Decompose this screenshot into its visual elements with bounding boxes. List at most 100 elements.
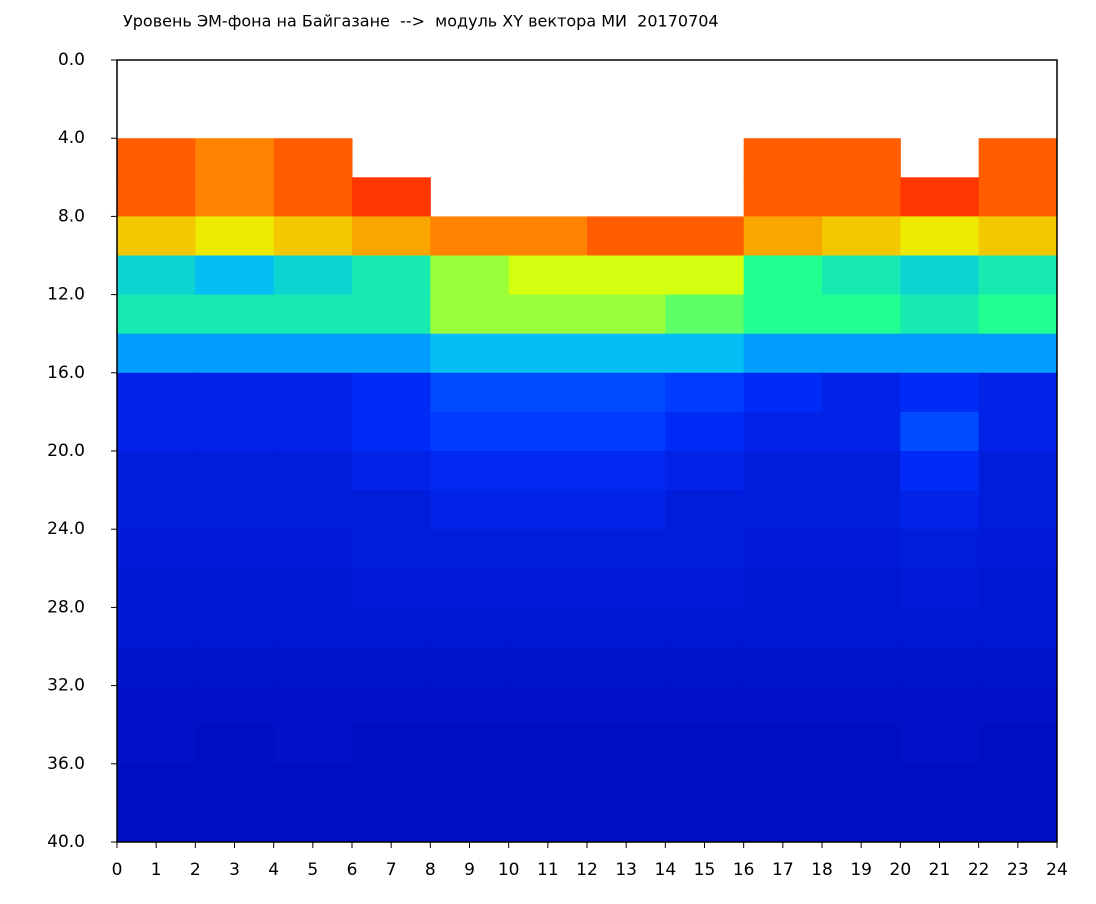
- heat-cell: [117, 216, 196, 256]
- heat-cell: [508, 451, 588, 491]
- heat-cell: [978, 763, 1058, 804]
- heat-cell: [352, 294, 431, 335]
- heat-cell: [743, 568, 823, 608]
- heat-cell: [117, 763, 196, 804]
- heat-cell: [743, 529, 823, 569]
- x-tick-label: 19: [850, 860, 872, 880]
- x-tick-label: 8: [425, 860, 436, 880]
- x-tick-label: 5: [307, 860, 318, 880]
- heat-cell: [430, 216, 510, 256]
- heat-cell: [117, 138, 196, 178]
- heat-cell: [743, 646, 823, 687]
- heat-cell: [822, 529, 901, 569]
- heat-cell: [978, 685, 1058, 726]
- heat-cell: [743, 451, 823, 491]
- heat-cell: [195, 294, 275, 335]
- heat-cell: [430, 255, 510, 296]
- x-tick-label: 7: [386, 860, 397, 880]
- heat-cell: [430, 724, 510, 765]
- heat-cell: [430, 294, 510, 335]
- heat-cell: [273, 763, 353, 804]
- heat-cell: [587, 490, 666, 530]
- heat-cell: [822, 451, 901, 491]
- heat-cell: [430, 529, 510, 569]
- heat-cell: [352, 763, 431, 804]
- heat-cell: [117, 607, 196, 647]
- heat-cell: [822, 607, 901, 647]
- heat-cell: [195, 216, 275, 256]
- heat-cell: [665, 724, 745, 765]
- heat-cell: [822, 294, 901, 335]
- heat-cell: [352, 646, 431, 687]
- heat-cell: [665, 763, 745, 804]
- heat-cell: [665, 451, 745, 491]
- x-tick-label: 16: [733, 860, 755, 880]
- x-tick-label: 10: [498, 860, 520, 880]
- x-tick-label: 23: [1007, 860, 1029, 880]
- chart-title: Уровень ЭМ-фона на Байгазане --> модуль …: [123, 12, 719, 31]
- heat-cell: [352, 802, 431, 843]
- x-tick-label: 4: [268, 860, 279, 880]
- heat-cell: [117, 724, 196, 765]
- heat-cell: [978, 294, 1058, 335]
- x-tick-label: 3: [229, 860, 240, 880]
- heat-cell: [273, 216, 353, 256]
- heat-cell: [978, 138, 1058, 178]
- heat-cell: [273, 255, 353, 296]
- y-tick-label: 36.0: [47, 754, 85, 774]
- heat-cell: [117, 411, 196, 452]
- heat-cell: [430, 607, 510, 647]
- heat-cell: [587, 763, 666, 804]
- heat-cell: [508, 216, 588, 256]
- heat-cell: [900, 490, 980, 530]
- heat-cell: [665, 529, 745, 569]
- heat-cell: [195, 255, 275, 296]
- heat-cell: [430, 568, 510, 608]
- heat-cell: [352, 255, 431, 296]
- heat-cell: [195, 490, 275, 530]
- heat-cell: [352, 372, 431, 413]
- heat-cell: [195, 411, 275, 452]
- heat-cell: [273, 802, 353, 843]
- heat-cell: [743, 177, 823, 217]
- heat-cell: [900, 763, 980, 804]
- heat-cell: [508, 802, 588, 843]
- y-tick-label: 0.0: [58, 50, 85, 70]
- heat-cell: [900, 372, 980, 413]
- x-tick-label: 20: [890, 860, 912, 880]
- x-tick-label: 21: [929, 860, 951, 880]
- y-tick-label: 28.0: [47, 597, 85, 617]
- heat-cell: [352, 490, 431, 530]
- heat-cell: [978, 646, 1058, 687]
- heat-cell: [587, 294, 666, 335]
- heat-cell: [665, 568, 745, 608]
- heat-cell: [587, 646, 666, 687]
- heat-cell: [195, 372, 275, 413]
- heat-cell: [117, 177, 196, 217]
- heat-cell: [822, 685, 901, 726]
- heat-cell: [665, 685, 745, 726]
- heat-cell: [978, 411, 1058, 452]
- heat-cell: [743, 685, 823, 726]
- heat-cell: [900, 568, 980, 608]
- heat-cell: [978, 568, 1058, 608]
- heat-cell: [900, 646, 980, 687]
- heat-cell: [195, 177, 275, 217]
- heat-cell: [978, 451, 1058, 491]
- heat-cell: [900, 333, 980, 374]
- heat-cell: [352, 177, 431, 217]
- heat-cell: [117, 255, 196, 296]
- heat-cell: [900, 802, 980, 843]
- heat-cell: [508, 529, 588, 569]
- heat-cell: [273, 724, 353, 765]
- heat-cell: [195, 724, 275, 765]
- x-tick-label: 1: [151, 860, 162, 880]
- heat-cell: [900, 294, 980, 335]
- y-tick-label: 40.0: [47, 832, 85, 852]
- heat-cell: [117, 451, 196, 491]
- heat-cell: [743, 724, 823, 765]
- heat-cell: [508, 411, 588, 452]
- y-tick-label: 12.0: [47, 285, 85, 305]
- heat-cell: [978, 216, 1058, 256]
- y-tick-label: 8.0: [58, 206, 85, 226]
